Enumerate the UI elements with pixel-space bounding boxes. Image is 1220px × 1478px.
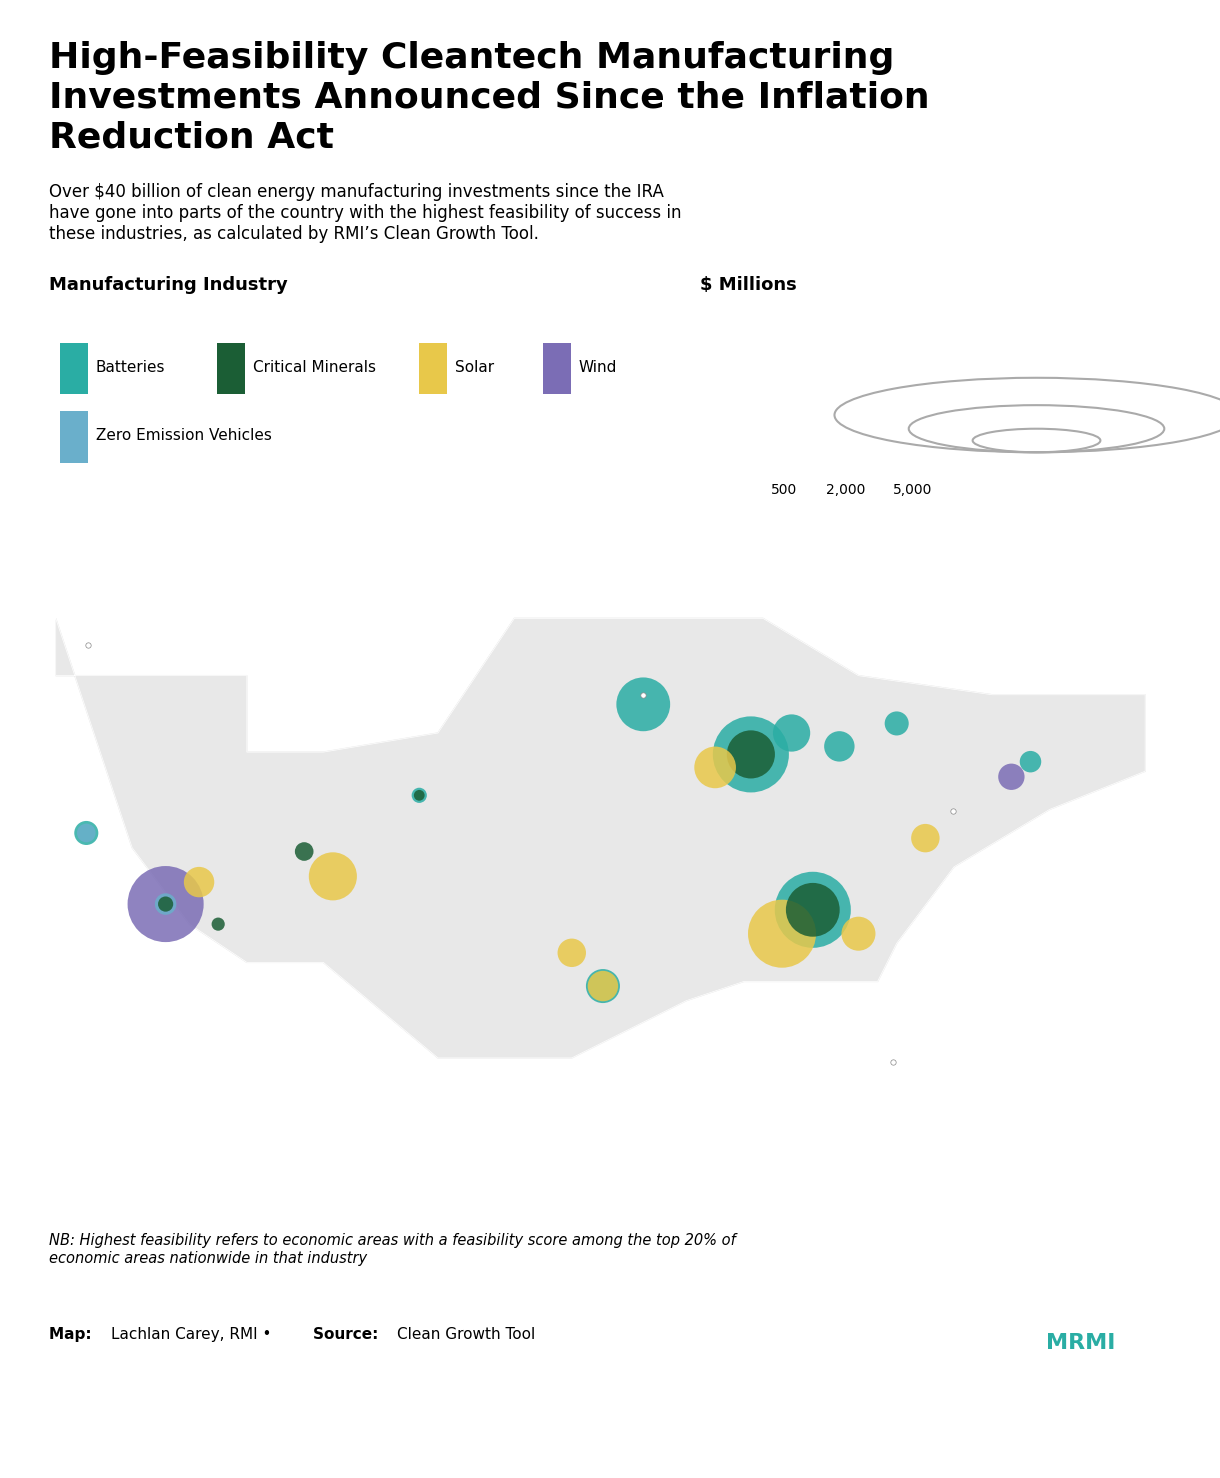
Text: Manufacturing Industry: Manufacturing Industry <box>49 276 288 294</box>
Text: Batteries: Batteries <box>96 361 166 375</box>
Point <box>943 800 963 823</box>
Text: Wind: Wind <box>578 361 617 375</box>
Point <box>803 899 822 922</box>
Text: 500: 500 <box>771 483 797 497</box>
Text: Lachlan Carey, RMI •: Lachlan Carey, RMI • <box>111 1327 276 1342</box>
Point <box>156 893 176 916</box>
Point <box>562 941 582 965</box>
Text: 2,000: 2,000 <box>826 483 865 497</box>
Point <box>323 865 343 888</box>
Point <box>883 1051 903 1075</box>
Point <box>633 693 653 717</box>
Point <box>741 742 760 766</box>
Point <box>830 735 849 758</box>
Point <box>593 974 612 998</box>
Point <box>78 633 98 656</box>
Point <box>633 683 653 706</box>
FancyBboxPatch shape <box>420 343 448 395</box>
Point <box>803 899 822 922</box>
Point <box>77 822 96 845</box>
Point <box>410 783 429 807</box>
Point <box>915 826 935 850</box>
Text: Zero Emission Vehicles: Zero Emission Vehicles <box>96 429 272 443</box>
Point <box>77 822 96 845</box>
Point <box>410 783 429 807</box>
Point <box>772 922 792 946</box>
Point <box>189 871 209 894</box>
Point <box>156 893 176 916</box>
Text: High-Feasibility Cleantech Manufacturing
Investments Announced Since the Inflati: High-Feasibility Cleantech Manufacturing… <box>49 41 930 154</box>
Point <box>849 922 869 946</box>
Point <box>782 721 802 745</box>
Text: Clean Growth Tool: Clean Growth Tool <box>396 1327 536 1342</box>
FancyBboxPatch shape <box>60 411 88 463</box>
FancyBboxPatch shape <box>543 343 571 395</box>
Point <box>294 840 314 863</box>
Text: Over $40 billion of clean energy manufacturing investments since the IRA
have go: Over $40 billion of clean energy manufac… <box>49 183 681 242</box>
Polygon shape <box>56 618 1146 1058</box>
Point <box>705 755 725 779</box>
Point <box>887 711 906 735</box>
Text: Source:: Source: <box>312 1327 383 1342</box>
Point <box>1002 766 1021 789</box>
Text: $ Millions: $ Millions <box>700 276 797 294</box>
Text: Solar: Solar <box>455 361 494 375</box>
FancyBboxPatch shape <box>60 343 88 395</box>
Text: 5,000: 5,000 <box>893 483 933 497</box>
FancyBboxPatch shape <box>217 343 245 395</box>
Point <box>741 742 760 766</box>
Text: MRMI: MRMI <box>1046 1333 1115 1354</box>
Text: NB: Highest feasibility refers to economic areas with a feasibility score among : NB: Highest feasibility refers to econom… <box>49 1233 736 1265</box>
Point <box>156 893 176 916</box>
Point <box>1021 749 1041 773</box>
Point <box>593 974 612 998</box>
Text: Map:: Map: <box>49 1327 96 1342</box>
Point <box>209 912 228 936</box>
Text: Critical Minerals: Critical Minerals <box>253 361 376 375</box>
